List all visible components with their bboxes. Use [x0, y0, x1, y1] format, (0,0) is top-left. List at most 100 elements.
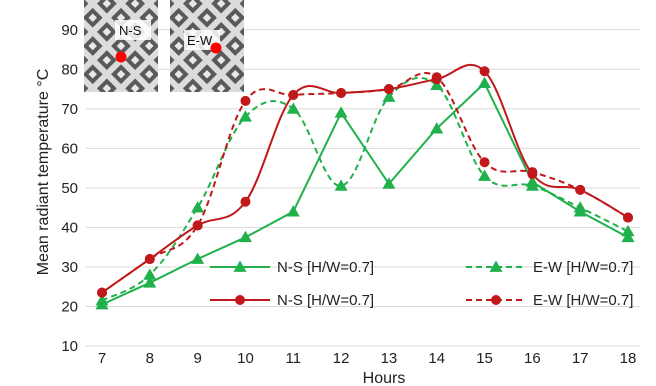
y-tick-label: 30 [61, 259, 78, 276]
legend-label: N-S [H/W=0.7] [277, 259, 374, 276]
courtyard [216, 84, 226, 92]
legend-swatch-marker [491, 295, 501, 305]
x-tick-labels: 7 8 9 10 11 12 13 14 15 16 17 18 [98, 350, 637, 367]
data-point [623, 212, 633, 223]
courtyard [130, 55, 140, 65]
inset-ns: N-S [84, 0, 158, 92]
data-point [143, 268, 157, 280]
data-point [430, 78, 444, 90]
series-3 [97, 72, 633, 298]
inset-ew: E-W [170, 0, 244, 92]
courtyard [102, 27, 112, 37]
series-1 [95, 76, 635, 306]
courtyard [102, 84, 112, 92]
data-point [479, 157, 490, 168]
x-tick-label: 11 [285, 350, 301, 367]
data-point [240, 196, 251, 207]
courtyard [231, 13, 240, 22]
inset-ns-marker [115, 51, 127, 63]
legend-swatch-marker [233, 260, 247, 272]
legend: N-S [H/W=0.7] E-W [H/W=0.7] N-S [H/W=0.7] E… [210, 259, 633, 309]
courtyard [88, 70, 97, 79]
legend-item: E-W [H/W=0.7] [466, 292, 633, 309]
x-tick-label: 15 [476, 350, 493, 367]
data-point [95, 294, 109, 306]
inset-ns-label: N-S [119, 23, 142, 38]
inset-ew-marker [210, 42, 222, 54]
y-tick-label: 20 [61, 298, 78, 315]
data-point [430, 122, 444, 134]
data-point [286, 205, 300, 217]
courtyard [88, 13, 97, 22]
data-point [191, 252, 205, 264]
legend-item: E-W [H/W=0.7] [466, 259, 633, 276]
data-point [336, 88, 347, 99]
legend-label: E-W [H/W=0.7] [533, 292, 633, 309]
y-tick-labels: 10 20 30 40 50 60 70 80 90 [61, 22, 78, 355]
x-tick-label: 17 [572, 350, 589, 367]
legend-swatch-marker [489, 260, 503, 272]
data-point [478, 169, 492, 181]
data-point [621, 230, 635, 243]
data-point [288, 89, 299, 100]
y-tick-label: 10 [61, 338, 78, 355]
street-orientation-insets: N-S E-W [84, 0, 244, 92]
x-tick-label: 12 [333, 350, 350, 367]
y-tick-label: 70 [61, 101, 78, 118]
courtyard [88, 41, 97, 51]
courtyard [216, 55, 226, 65]
courtyard [116, 41, 126, 51]
legend-label: N-S [H/W=0.7] [277, 292, 374, 309]
legend-item: N-S [H/W=0.7] [210, 259, 374, 276]
y-tick-label: 80 [61, 61, 78, 78]
x-tick-label: 10 [237, 350, 254, 367]
data-point [334, 106, 348, 118]
y-tick-label: 50 [61, 180, 78, 197]
x-tick-label: 9 [193, 350, 201, 367]
data-point [334, 179, 348, 191]
data-point [383, 84, 394, 95]
y-tick-label: 60 [61, 140, 78, 157]
data-point [431, 72, 442, 83]
data-point [144, 254, 155, 265]
courtyard [188, 55, 198, 65]
legend-item: N-S [H/W=0.7] [210, 292, 374, 309]
data-point [478, 76, 492, 89]
data-point [525, 179, 539, 191]
data-point [192, 220, 203, 231]
series-group [95, 64, 635, 310]
x-tick-label: 14 [428, 350, 445, 367]
y-tick-label: 40 [61, 219, 78, 236]
x-tick-label: 16 [524, 350, 541, 367]
data-point [527, 167, 538, 178]
courtyard [231, 41, 240, 51]
data-point [382, 90, 396, 102]
x-tick-label: 13 [381, 350, 398, 367]
legend-label: E-W [H/W=0.7] [533, 259, 633, 276]
x-tick-label: 8 [146, 350, 154, 367]
courtyard [231, 70, 240, 79]
x-axis-title: Hours [363, 370, 406, 386]
data-point [97, 287, 107, 298]
inset-ew-label-bg [184, 30, 220, 50]
data-point [143, 276, 157, 288]
data-point [286, 102, 300, 114]
data-point [621, 224, 635, 237]
data-point [191, 201, 205, 213]
data-point [240, 95, 251, 106]
x-tick-label: 7 [98, 350, 106, 367]
inset-ns-label-bg [115, 20, 151, 40]
data-point [573, 201, 587, 213]
x-tick-label: 18 [620, 350, 637, 367]
y-axis-title: Mean radiant temperature °C [35, 69, 52, 276]
courtyard [174, 41, 183, 51]
data-point [238, 110, 252, 122]
data-point [238, 230, 252, 243]
legend-swatch-marker [235, 295, 245, 305]
courtyard [145, 41, 154, 51]
y-tick-label: 90 [61, 22, 78, 39]
courtyard [102, 55, 112, 65]
data-point [575, 184, 586, 195]
inset-ew-label: E-W [187, 33, 213, 48]
